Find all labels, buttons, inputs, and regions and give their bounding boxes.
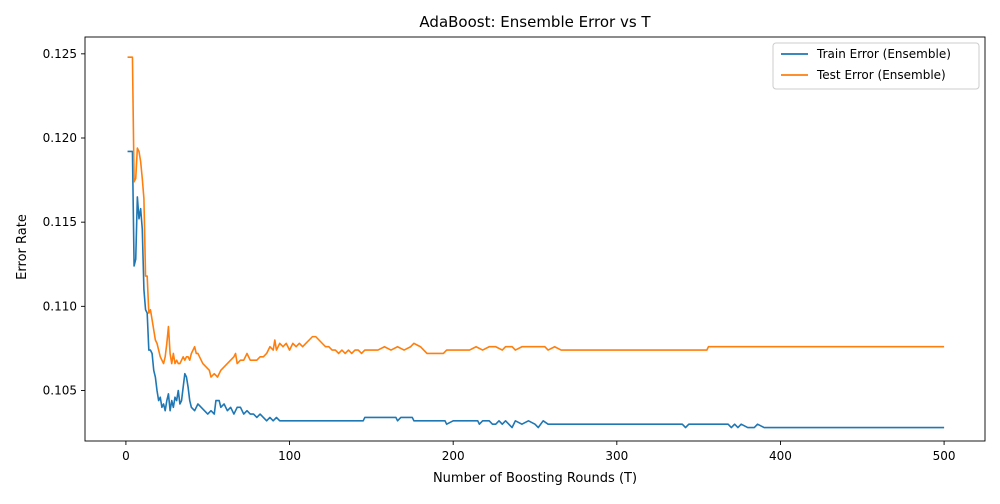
y-tick-label: 0.125 <box>43 47 77 61</box>
x-tick-label: 100 <box>278 449 301 463</box>
chart-title: AdaBoost: Ensemble Error vs T <box>419 13 651 31</box>
plot-background <box>85 37 985 441</box>
legend-frame <box>772 42 980 90</box>
y-tick-label: 0.120 <box>43 131 77 145</box>
x-tick-label: 400 <box>769 449 792 463</box>
series-line-test-error <box>127 56 945 378</box>
legend-label-test-error: Test Error (Ensemble) <box>816 68 946 82</box>
x-tick-label: 200 <box>442 449 465 463</box>
y-tick-label: 0.105 <box>43 384 77 398</box>
legend: Train Error (Ensemble) Test Error (Ensemb… <box>772 42 980 90</box>
legend-label-train-error: Train Error (Ensemble) <box>816 47 951 61</box>
series-layer <box>127 56 945 429</box>
y-axis-label: Error Rate <box>15 214 30 280</box>
axes-frame <box>84 36 986 442</box>
x-axis-label: Number of Boosting Rounds (T) <box>433 471 637 486</box>
axes-layer: 0 100 200 300 400 500 0.105 0.110 0.115 0.120 0.12… <box>43 36 986 463</box>
plot-area <box>85 37 985 441</box>
y-tick-label: 0.115 <box>43 215 77 229</box>
x-tick-label: 0 <box>122 449 130 463</box>
x-tick-label: 300 <box>605 449 628 463</box>
series-line-train-error <box>127 150 945 429</box>
y-tick-label: 0.110 <box>43 299 77 313</box>
x-tick-label: 500 <box>933 449 956 463</box>
